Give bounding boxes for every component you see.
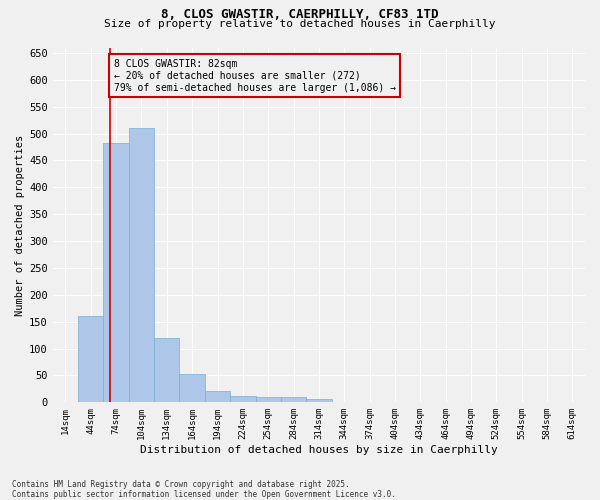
Bar (256, 397, 281, 402)
Bar (78, 316, 103, 402)
Bar (230, 396, 256, 402)
Bar (154, 338, 179, 402)
Bar (205, 390, 230, 402)
Bar (179, 374, 205, 402)
Bar (103, 142, 129, 402)
Bar (281, 397, 306, 402)
Bar (306, 398, 332, 402)
Text: Size of property relative to detached houses in Caerphilly: Size of property relative to detached ho… (104, 19, 496, 29)
Text: 8 CLOS GWASTIR: 82sqm
← 20% of detached houses are smaller (272)
79% of semi-det: 8 CLOS GWASTIR: 82sqm ← 20% of detached … (113, 60, 395, 92)
Bar (129, 128, 154, 402)
Y-axis label: Number of detached properties: Number of detached properties (15, 134, 25, 316)
Text: 8, CLOS GWASTIR, CAERPHILLY, CF83 1TD: 8, CLOS GWASTIR, CAERPHILLY, CF83 1TD (161, 8, 439, 20)
X-axis label: Distribution of detached houses by size in Caerphilly: Distribution of detached houses by size … (140, 445, 498, 455)
Text: Contains HM Land Registry data © Crown copyright and database right 2025.
Contai: Contains HM Land Registry data © Crown c… (12, 480, 396, 499)
